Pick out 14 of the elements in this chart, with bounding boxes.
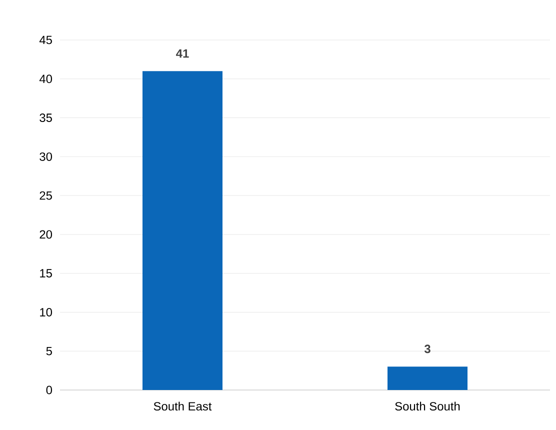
data-label: 41	[176, 49, 189, 58]
y-tick-label: 35	[40, 114, 52, 122]
y-tick-label: 25	[40, 191, 52, 200]
x-tick-label: South South	[395, 402, 460, 411]
y-tick-label: 5	[46, 346, 52, 356]
y-tick-label: 10	[40, 308, 52, 316]
y-tick-label: 40	[39, 74, 52, 84]
x-tick-label: South East	[154, 402, 212, 411]
y-tick-label: 20	[40, 230, 52, 239]
y-tick-label: 15	[40, 269, 52, 278]
y-tick-label: 30	[40, 152, 52, 161]
y-tick-label: 0	[46, 386, 52, 394]
data-label: 3	[424, 344, 430, 354]
y-tick-label: 45	[39, 36, 52, 44]
